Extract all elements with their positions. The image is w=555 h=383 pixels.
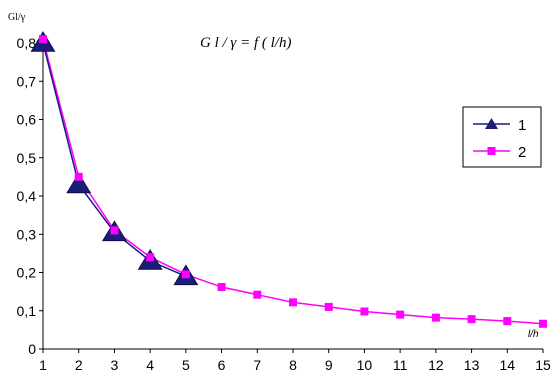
series-2-marker	[181, 270, 190, 279]
legend-label-1: 1	[518, 117, 526, 134]
series-layer	[30, 31, 547, 328]
series-2-marker	[74, 172, 83, 181]
legend-label-2: 2	[518, 144, 526, 161]
x-tick-label: 8	[289, 357, 297, 373]
series-2-marker	[360, 307, 369, 316]
series-1-line	[42, 42, 187, 278]
y-tick-label: 0,5	[17, 150, 37, 166]
series-2-marker	[110, 226, 119, 235]
x-tick-label: 14	[499, 357, 515, 373]
x-tick-label: 4	[146, 357, 154, 373]
series-2-marker	[431, 313, 440, 322]
x-tick-label: 3	[111, 357, 119, 373]
x-tick-label: 10	[357, 357, 373, 373]
chart-title: G l / γ = f ( l/h)	[200, 35, 291, 51]
y-tick-label: 0,3	[17, 226, 37, 242]
legend-marker-square	[487, 147, 496, 155]
x-axis-label: l/h	[528, 329, 539, 340]
series-2-marker	[253, 290, 262, 299]
y-tick-label: 0,6	[17, 112, 37, 128]
series-2-marker	[39, 35, 47, 44]
y-tick-label: 0,4	[17, 188, 37, 204]
series-2-marker	[503, 317, 512, 326]
series-1-marker	[66, 172, 92, 194]
series-2-marker	[467, 315, 476, 324]
x-tick-label: 1	[39, 357, 47, 373]
x-tick-label: 5	[182, 357, 190, 373]
tick-group: 00,10,20,30,40,50,60,70,81 2 3 4 5 6 7 8 9 10 11 12…	[17, 35, 551, 373]
x-tick-label: 6	[218, 357, 226, 373]
x-tick-label: 11	[393, 357, 408, 373]
y-tick-label: 0,8	[17, 35, 37, 51]
series-2-marker	[146, 253, 155, 262]
x-tick-label: 12	[428, 357, 444, 373]
series-2-marker	[217, 283, 226, 292]
legend-marker-triangle	[485, 118, 498, 129]
series-2-line	[42, 38, 544, 325]
series-2-marker	[324, 302, 333, 311]
y-tick-label: 0,2	[17, 265, 37, 281]
y-tick-label: 0,1	[17, 303, 37, 319]
series-2-marker	[289, 298, 297, 307]
y-axis-label: Gl/γ	[8, 12, 26, 23]
legend-box	[462, 106, 542, 168]
x-tick-label: 2	[75, 357, 83, 373]
y-tick-label: 0	[28, 341, 36, 357]
x-tick-label: 15	[535, 357, 551, 373]
legend: 12	[462, 106, 542, 168]
series-2-marker	[396, 310, 405, 319]
y-tick-label: 0,7	[17, 73, 37, 89]
x-tick-label: 9	[325, 357, 333, 373]
x-tick-label: 13	[464, 357, 480, 373]
series-2-marker	[539, 319, 547, 328]
x-tick-label: 7	[253, 357, 261, 373]
